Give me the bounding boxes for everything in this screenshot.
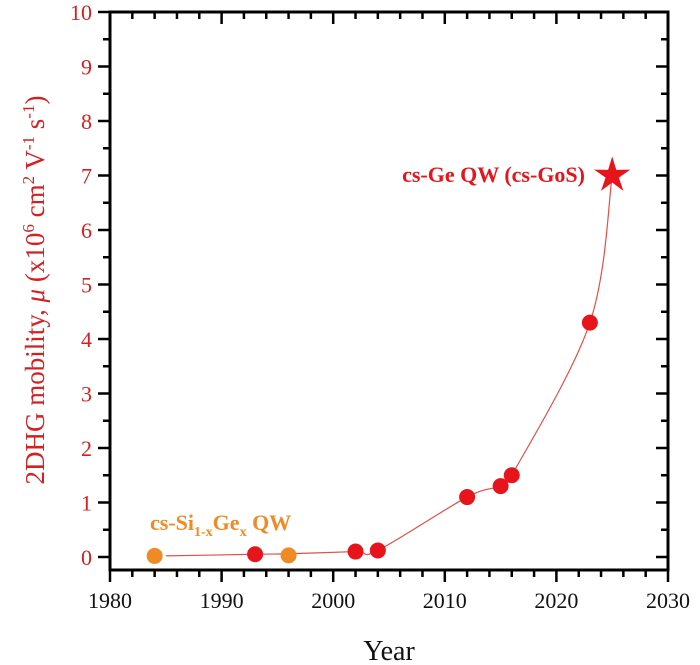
data-point (492, 478, 509, 495)
y-axis-label: 2DHG mobility, μ (x106 cm2 V-1 s-1) (19, 96, 50, 485)
y-tick-label: 4 (81, 327, 92, 352)
y-tick-label: 1 (81, 491, 92, 516)
annotation-sige: cs-Si1-xGex QW (150, 510, 291, 540)
y-tick-label: 6 (81, 218, 92, 243)
x-tick-label: 2000 (311, 588, 355, 613)
annotation-gos: cs-Ge QW (cs-GoS) (402, 162, 585, 187)
y-tick-label: 5 (81, 273, 92, 298)
data-point (503, 467, 520, 484)
y-tick-label: 0 (81, 545, 92, 570)
data-point (247, 546, 264, 563)
x-tick-label: 2030 (646, 588, 690, 613)
data-points (146, 156, 631, 564)
data-point (280, 547, 297, 564)
y-tick-label: 7 (81, 164, 92, 189)
data-point (146, 547, 163, 564)
star-point (594, 156, 631, 191)
data-point (459, 489, 476, 506)
x-tick-label: 1980 (88, 588, 132, 613)
axes: 1980 1990 2000 2010 2020 2030 0 1 2 3 4 5 6 7 8 9 10 (70, 0, 690, 613)
trend-line (165, 175, 613, 557)
y-tick-label: 9 (81, 55, 92, 80)
x-tick-label: 2010 (423, 588, 467, 613)
plot-frame (108, 10, 670, 572)
x-tick-label: 2020 (534, 588, 578, 613)
data-point (369, 542, 386, 559)
y-tick-label: 2 (81, 436, 92, 461)
x-axis-label: Year (363, 636, 415, 665)
data-point (347, 543, 364, 560)
y-tick-label: 3 (81, 382, 92, 407)
y-tick-label: 8 (81, 109, 92, 134)
y-tick-label: 10 (70, 0, 92, 25)
data-point (581, 314, 598, 331)
x-tick-label: 1990 (200, 588, 244, 613)
